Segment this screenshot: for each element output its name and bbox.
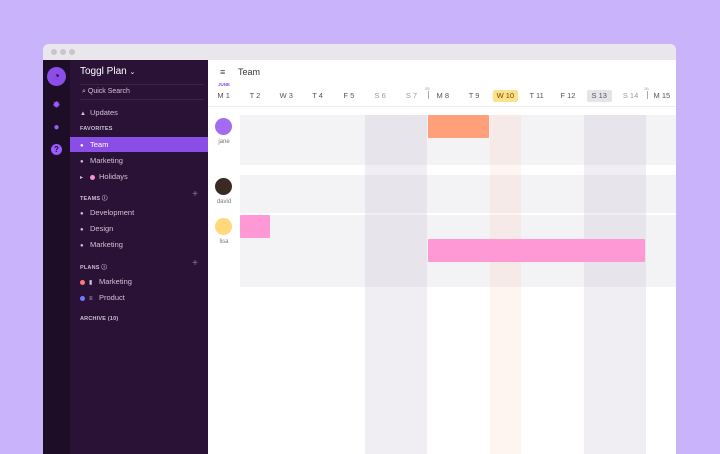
day-header[interactable]: S 6 <box>374 91 386 100</box>
day-header[interactable]: F 12 <box>560 91 576 100</box>
timeline-main: ≡ Team JUNE M 1 T 2 W 3 T 4 F 5 S 6 S 7 M 8 T 9 W… <box>208 60 676 454</box>
color-dot <box>80 295 85 301</box>
timeline-icon: ≡ <box>89 296 93 302</box>
sidebar-item-updates[interactable]: ▲ Updates <box>70 105 208 120</box>
add-plan-button[interactable]: + <box>192 258 198 269</box>
item-label: Marketing <box>99 277 132 286</box>
window-dot[interactable] <box>60 49 66 55</box>
team-icon: ● <box>80 143 84 149</box>
team-icon: ● <box>80 159 84 165</box>
title-bar <box>43 44 676 60</box>
sidebar-item-design[interactable]: ● Design <box>70 221 208 236</box>
color-dot <box>90 174 95 180</box>
day-header[interactable]: M 1 <box>217 91 230 100</box>
day-header[interactable]: S 13 <box>586 90 612 102</box>
day-header[interactable]: T 4 <box>312 91 323 100</box>
sidebar-item-plan-marketing[interactable]: ▮ Marketing <box>70 274 208 289</box>
header-divider <box>208 106 676 107</box>
page-title: Team <box>238 67 261 77</box>
info-icon[interactable]: ⓘ <box>101 196 108 202</box>
team-icon: ● <box>80 211 84 217</box>
item-label: Design <box>90 224 114 233</box>
avatar[interactable] <box>215 178 232 195</box>
favorites-header: FAVORITES <box>80 126 113 132</box>
day-header[interactable]: S 14 <box>622 91 639 100</box>
add-team-button[interactable]: + <box>192 189 198 200</box>
window-dot[interactable] <box>69 49 75 55</box>
chevron-down-icon: ⌄ <box>129 69 136 76</box>
section-label: TEAMS <box>80 196 101 202</box>
plans-header: PLANS ⓘ <box>80 263 107 271</box>
sidebar: Toggl Plan ⌄ ⌕ Quick Search ▲ Updates FAV… <box>70 60 208 454</box>
help-icon[interactable]: ? <box>51 144 62 155</box>
item-label: Updates <box>90 108 118 117</box>
item-label: Marketing <box>90 240 123 249</box>
app-window: ◔ ✹ ● ? Toggl Plan ⌄ ⌕ Quick Search ▲ Upd… <box>43 44 676 454</box>
day-header[interactable]: W 3 <box>279 91 293 100</box>
teams-header: TEAMS ⓘ <box>80 194 108 202</box>
day-header[interactable]: T 2 <box>249 91 261 100</box>
item-label: Development <box>90 208 135 217</box>
sidebar-item-development[interactable]: ● Development <box>70 205 208 220</box>
bell-icon: ▲ <box>80 111 86 117</box>
caret-right-icon[interactable]: ▸ <box>80 175 84 181</box>
sidebar-item-marketing[interactable]: ● Marketing <box>70 153 208 168</box>
team-icon[interactable]: ● <box>53 122 60 133</box>
team-icon: ● <box>80 243 84 249</box>
avatar[interactable] <box>215 118 232 135</box>
sidebar-item-plan-product[interactable]: ≡ Product <box>70 290 208 305</box>
weekend-column <box>395 115 428 454</box>
task-bar[interactable] <box>428 115 489 138</box>
day-header[interactable]: F 5 <box>343 91 355 100</box>
avatar[interactable] <box>215 218 232 235</box>
week-divider <box>428 91 430 99</box>
month-label: JUNE <box>218 82 231 87</box>
workspace-switcher[interactable]: Toggl Plan ⌄ <box>80 66 135 77</box>
menu-icon[interactable]: ≡ <box>220 67 226 77</box>
search-label: Quick Search <box>87 88 130 95</box>
weekend-column <box>364 115 396 454</box>
window-dot[interactable] <box>51 49 57 55</box>
person-name: lisa <box>219 239 229 245</box>
quick-search[interactable]: ⌕ Quick Search <box>80 84 204 100</box>
today-column <box>489 115 521 454</box>
team-icon: ● <box>80 227 84 233</box>
day-header[interactable]: S 7 <box>405 91 418 100</box>
day-header[interactable]: T 11 <box>529 91 544 100</box>
archive-link[interactable]: ARCHIVE (10) <box>80 316 119 322</box>
day-header[interactable]: W 10 <box>492 90 518 102</box>
sidebar-item-marketing-team[interactable]: ● Marketing <box>70 237 208 252</box>
week-number: 25 <box>425 86 430 91</box>
sidebar-item-holidays[interactable]: ▸ Holidays <box>70 169 208 184</box>
section-label: PLANS <box>80 265 100 271</box>
person-name: jane <box>218 139 230 145</box>
color-dot <box>80 279 85 285</box>
day-header[interactable]: M 15 <box>653 91 671 100</box>
task-bar[interactable] <box>240 215 270 238</box>
board-icon: ▮ <box>89 280 93 286</box>
item-label: Product <box>99 293 125 302</box>
week-number: 26 <box>644 86 649 91</box>
logo-icon[interactable]: ◔ <box>47 67 66 86</box>
item-label: Marketing <box>90 156 123 165</box>
person-name: david <box>216 199 232 205</box>
item-label: Team <box>90 140 109 149</box>
day-header[interactable]: T 9 <box>468 91 480 100</box>
search-icon: ⌕ <box>82 88 86 95</box>
brand-name: Toggl Plan <box>80 66 127 77</box>
person-row <box>240 175 676 213</box>
weekend-column <box>583 115 615 454</box>
week-divider <box>647 91 649 99</box>
weekend-column <box>614 115 647 454</box>
sidebar-item-team[interactable]: ● Team <box>70 137 208 152</box>
day-header[interactable]: M 8 <box>436 91 449 100</box>
icon-rail: ◔ ✹ ● ? <box>43 60 70 454</box>
gear-icon[interactable]: ✹ <box>52 100 61 111</box>
info-icon[interactable]: ⓘ <box>101 265 108 271</box>
task-bar[interactable] <box>428 239 646 262</box>
item-label: Holidays <box>99 172 128 181</box>
